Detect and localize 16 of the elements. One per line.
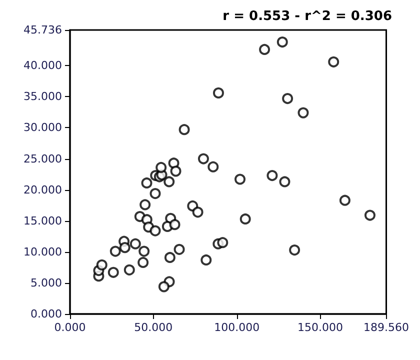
y-tick-label: 20.000 bbox=[24, 183, 62, 196]
y-tick-label: 15.000 bbox=[24, 214, 62, 228]
y-tick-label: 5.000 bbox=[30, 276, 62, 290]
y-tick-label: 10.000 bbox=[24, 245, 62, 258]
x-tick-label: 50.000 bbox=[134, 321, 173, 334]
y-tick-label: 45.736 bbox=[24, 24, 62, 36]
y-tick-label: 40.000 bbox=[24, 59, 62, 72]
x-tick-label: 150.000 bbox=[298, 321, 344, 334]
y-tick-label: 0.000 bbox=[30, 308, 62, 320]
y-tick-label: 30.000 bbox=[24, 121, 62, 134]
x-tick-label: 189.560 bbox=[364, 321, 410, 334]
y-tick-label: 25.000 bbox=[24, 152, 62, 166]
x-tick-label: 100.000 bbox=[214, 321, 260, 334]
y-tick-label: 35.000 bbox=[24, 90, 62, 104]
text: r = 0.553 - r^2 = 0.306 bbox=[222, 9, 392, 24]
x-tick-label: 0.000 bbox=[54, 321, 86, 334]
